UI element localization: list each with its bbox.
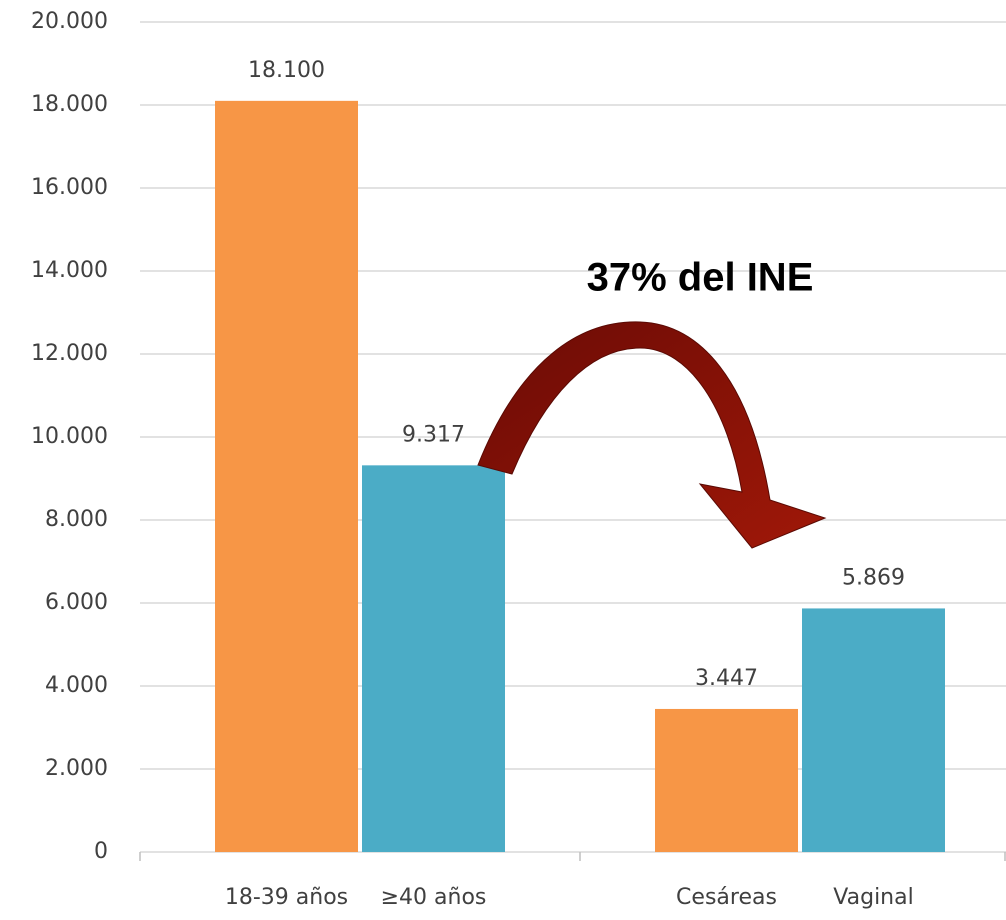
y-tick-label: 6.000 bbox=[45, 590, 108, 615]
bar bbox=[655, 708, 798, 852]
value-label: 3.447 bbox=[695, 666, 758, 691]
y-tick-label: 16.000 bbox=[31, 175, 108, 200]
y-tick-label: 20.000 bbox=[31, 9, 108, 34]
y-tick-label: 12.000 bbox=[31, 341, 108, 366]
x-tick-label: Vaginal bbox=[833, 885, 913, 910]
y-tick-label: 14.000 bbox=[31, 258, 108, 283]
bar bbox=[362, 465, 505, 852]
x-tick-label: ≥40 años bbox=[381, 885, 487, 910]
value-label: 18.100 bbox=[248, 58, 325, 83]
y-tick-label: 18.000 bbox=[31, 92, 108, 117]
y-tick-label: 0 bbox=[94, 839, 108, 864]
value-label: 9.317 bbox=[402, 422, 465, 447]
y-tick-label: 8.000 bbox=[45, 507, 108, 532]
arrow bbox=[477, 321, 827, 549]
y-tick-label: 10.000 bbox=[31, 424, 108, 449]
bar bbox=[802, 608, 945, 852]
y-tick-label: 2.000 bbox=[45, 756, 108, 781]
annotation: 37% del INE bbox=[587, 256, 814, 300]
bars bbox=[215, 100, 945, 853]
x-tick-label: 18-39 años bbox=[225, 885, 348, 910]
x-tick-label: Cesáreas bbox=[676, 885, 777, 910]
value-label: 5.869 bbox=[842, 565, 905, 590]
bar bbox=[215, 100, 358, 853]
y-tick-label: 4.000 bbox=[45, 673, 108, 698]
